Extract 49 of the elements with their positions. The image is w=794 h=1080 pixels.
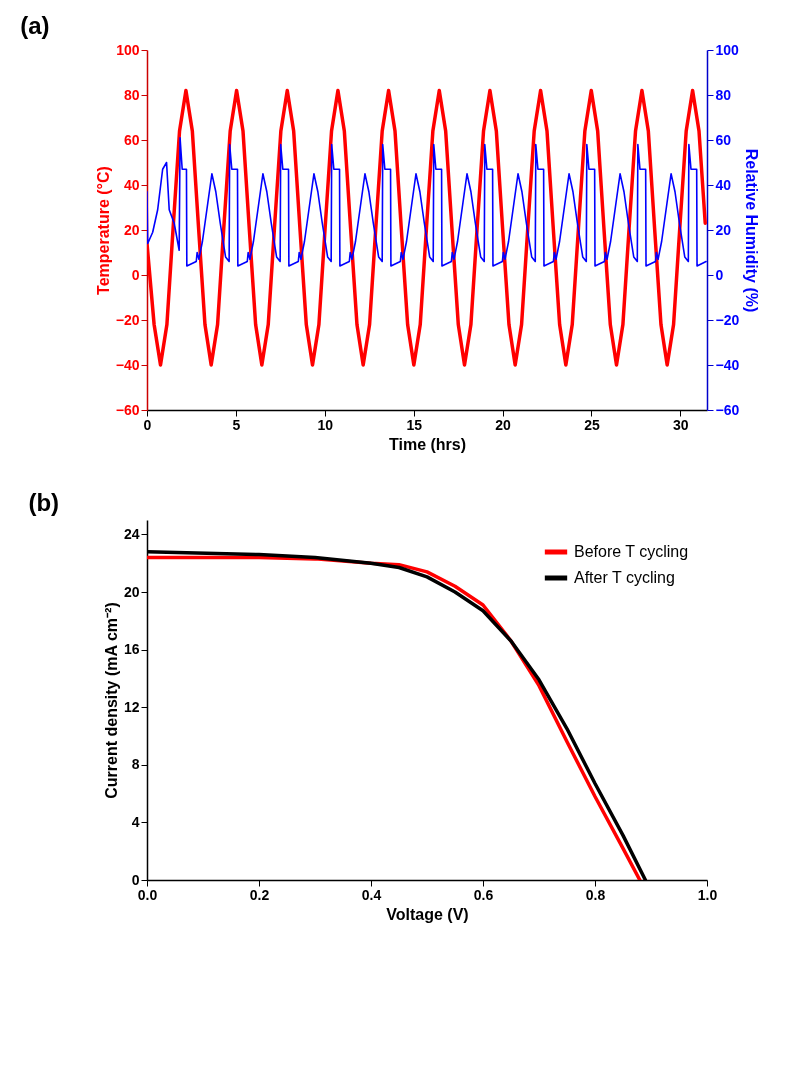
y2-tick-label: −40: [715, 356, 740, 373]
y-tick-label: 4: [131, 813, 140, 830]
y-tick-label: 0: [131, 871, 140, 888]
y-tick-label: 0: [131, 266, 140, 283]
legend-label: Before T cycling: [574, 543, 689, 560]
legend-label: After T cycling: [574, 569, 675, 586]
x-tick-label: 5: [232, 416, 241, 433]
y2-tick-label: 60: [715, 131, 732, 148]
x-axis-title: Time (hrs): [388, 435, 467, 453]
y-tick-label: 20: [123, 583, 140, 600]
y-tick-label: −60: [115, 401, 140, 418]
y2-axis-title: Relative Humidity (%): [743, 148, 761, 313]
x-tick-label: 0.2: [249, 886, 270, 903]
y-tick-label: 60: [123, 131, 140, 148]
x-tick-label: 0.8: [585, 886, 606, 903]
y-tick-label: 16: [123, 641, 140, 658]
y-tick-label: 24: [123, 525, 140, 542]
x-tick-label: 0: [143, 416, 152, 433]
x-tick-label: 0.0: [137, 886, 158, 903]
line-series: [147, 88, 707, 367]
y-tick-label: 40: [123, 176, 140, 193]
y2-tick-label: −20: [715, 311, 740, 328]
y-tick-label: −20: [115, 311, 140, 328]
x-tick-label: 20: [495, 416, 512, 433]
y-axis-title: Temperature (°C): [94, 166, 112, 295]
x-tick-label: 0.4: [361, 886, 382, 903]
y-axis-title: Current density (mA cm⁻²): [102, 602, 120, 799]
line-series: [147, 136, 707, 267]
y-tick-label: 20: [123, 221, 140, 238]
y-tick-label: 80: [123, 86, 140, 103]
x-tick-label: 15: [406, 416, 423, 433]
x-tick-label: 30: [673, 416, 689, 433]
x-tick-label: 0.6: [473, 886, 494, 903]
chart-title: (b): [28, 489, 60, 516]
y2-tick-label: 40: [715, 176, 732, 193]
y-tick-label: 8: [131, 756, 140, 773]
y-tick-label: 100: [116, 41, 140, 58]
x-tick-label: 25: [584, 416, 600, 433]
y-tick-label: 12: [123, 698, 140, 715]
x-axis-title: Voltage (V): [386, 905, 469, 923]
chart-title: (a): [20, 12, 50, 39]
y2-tick-label: 20: [715, 221, 732, 238]
y-tick-label: −40: [115, 356, 140, 373]
x-tick-label: 10: [317, 416, 334, 433]
x-tick-label: 1.0: [697, 886, 718, 903]
y2-tick-label: −60: [715, 401, 740, 418]
y2-tick-label: 0: [715, 266, 724, 283]
y2-tick-label: 80: [715, 86, 732, 103]
y2-tick-label: 100: [715, 41, 740, 58]
